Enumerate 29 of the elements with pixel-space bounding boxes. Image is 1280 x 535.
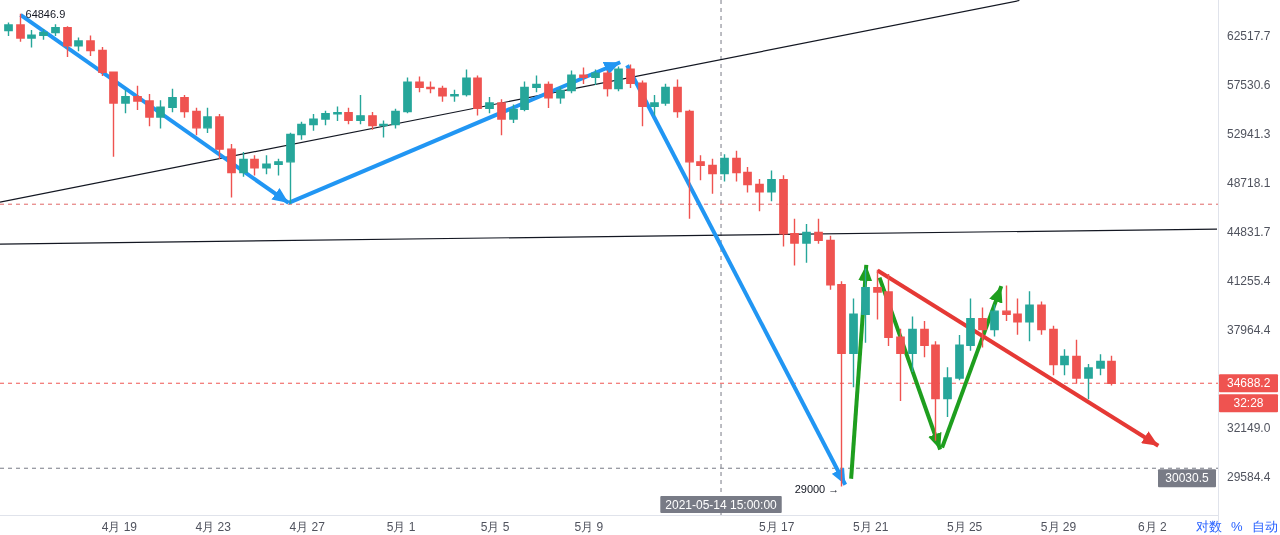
y-tick-label: 62517.7 bbox=[1227, 29, 1271, 44]
ref-line-label: 30030.5 bbox=[1165, 471, 1210, 486]
y-tick-label: 52941.3 bbox=[1227, 127, 1271, 142]
y-tick-label: 29584.4 bbox=[1227, 470, 1271, 485]
x-tick-label: 5月 21 bbox=[853, 520, 889, 534]
y-tick-label: 57530.6 bbox=[1227, 78, 1271, 93]
y-tick-label: 32149.0 bbox=[1227, 421, 1271, 436]
annotation: 64846.9 bbox=[25, 8, 66, 21]
y-tick-label: 37964.4 bbox=[1227, 323, 1271, 338]
x-tick-label: 4月 19 bbox=[101, 520, 138, 534]
x-tick-label: 4月 27 bbox=[289, 520, 326, 534]
x-tick-label: 5月 29 bbox=[1040, 520, 1077, 534]
x-tick-label: 5月 1 bbox=[386, 520, 416, 534]
ref-line-label: 2021-05-14 15:00:00 bbox=[665, 498, 778, 512]
y-tick-label: 44831.7 bbox=[1227, 225, 1271, 240]
x-tick-label: 5月 5 bbox=[480, 520, 510, 534]
x-tick-label: 4月 23 bbox=[195, 520, 232, 534]
text: % bbox=[1231, 519, 1243, 534]
y-tick-label: 41255.4 bbox=[1227, 274, 1271, 289]
text: 32:28 bbox=[1233, 396, 1264, 411]
x-tick-label: 5月 9 bbox=[574, 520, 604, 534]
ref-line-label: 34688.2 bbox=[1227, 376, 1271, 391]
x-tick-label: 5月 25 bbox=[946, 520, 983, 534]
text: 自动 bbox=[1251, 519, 1278, 534]
x-tick-label: 6月 2 bbox=[1138, 520, 1168, 534]
y-tick-label: 48718.1 bbox=[1227, 176, 1271, 191]
x-tick-label: 5月 17 bbox=[759, 520, 795, 534]
text: 对数 bbox=[1196, 519, 1222, 534]
annotation: 29000 → bbox=[794, 482, 840, 495]
